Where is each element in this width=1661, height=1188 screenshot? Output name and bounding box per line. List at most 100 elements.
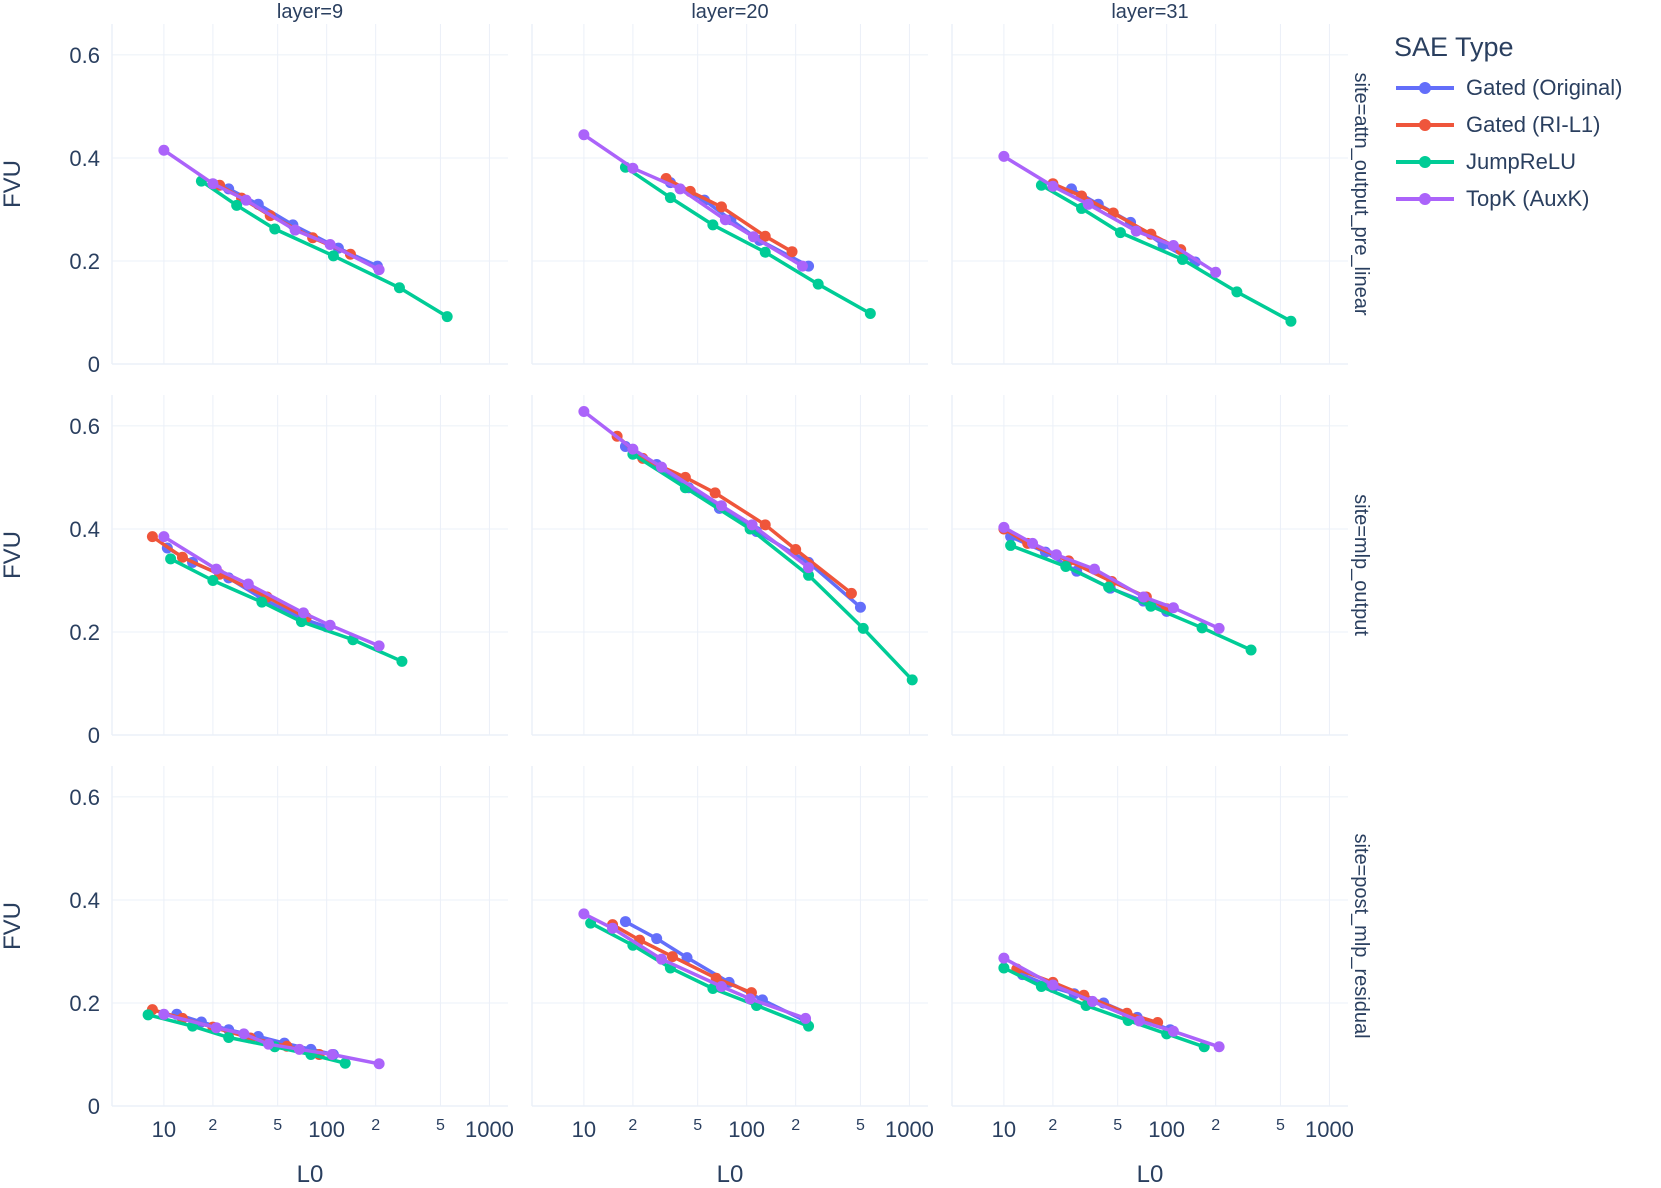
data-point-jumprelu[interactable]: [1285, 315, 1297, 327]
data-point-jumprelu[interactable]: [707, 983, 719, 995]
data-point-topk-auxk[interactable]: [803, 562, 815, 574]
data-point-jumprelu[interactable]: [857, 622, 869, 634]
data-point-topk-auxk[interactable]: [746, 519, 758, 531]
data-point-topk-auxk[interactable]: [744, 993, 756, 1005]
data-point-topk-auxk[interactable]: [289, 224, 301, 236]
data-point-topk-auxk[interactable]: [158, 144, 170, 156]
data-point-topk-auxk[interactable]: [1047, 180, 1059, 192]
data-point-topk-auxk[interactable]: [324, 238, 336, 250]
data-point-gated-ri-l1[interactable]: [759, 230, 771, 242]
data-point-topk-auxk[interactable]: [719, 214, 731, 226]
data-point-jumprelu[interactable]: [256, 596, 268, 608]
data-point-topk-auxk[interactable]: [1130, 225, 1142, 237]
data-point-gated-original[interactable]: [619, 916, 631, 928]
data-point-gated-original[interactable]: [651, 933, 663, 945]
data-point-topk-auxk[interactable]: [1050, 549, 1062, 561]
data-point-topk-auxk[interactable]: [158, 531, 170, 543]
data-point-topk-auxk[interactable]: [1213, 622, 1225, 634]
legend-item-gated-original[interactable]: Gated (Original): [1394, 69, 1623, 106]
data-point-topk-auxk[interactable]: [210, 1022, 222, 1034]
data-point-topk-auxk[interactable]: [578, 405, 590, 417]
data-point-gated-ri-l1[interactable]: [176, 551, 188, 563]
data-point-jumprelu[interactable]: [165, 553, 177, 565]
data-point-topk-auxk[interactable]: [1167, 1025, 1179, 1037]
data-point-topk-auxk[interactable]: [1210, 266, 1222, 278]
data-point-topk-auxk[interactable]: [796, 260, 808, 272]
data-point-jumprelu[interactable]: [1060, 561, 1072, 573]
data-point-jumprelu[interactable]: [1114, 227, 1126, 239]
data-point-topk-auxk[interactable]: [607, 922, 619, 934]
data-point-topk-auxk[interactable]: [578, 129, 590, 141]
data-point-topk-auxk[interactable]: [578, 908, 590, 920]
data-point-topk-auxk[interactable]: [207, 178, 219, 190]
data-point-jumprelu[interactable]: [1231, 286, 1243, 298]
data-point-topk-auxk[interactable]: [656, 953, 668, 965]
data-point-gated-ri-l1[interactable]: [790, 544, 802, 556]
data-point-jumprelu[interactable]: [1005, 539, 1017, 551]
data-point-jumprelu[interactable]: [327, 250, 339, 262]
data-point-topk-auxk[interactable]: [324, 619, 336, 631]
data-point-topk-auxk[interactable]: [998, 150, 1010, 162]
data-point-jumprelu[interactable]: [707, 219, 719, 231]
data-point-jumprelu[interactable]: [1196, 622, 1208, 634]
data-point-topk-auxk[interactable]: [1088, 563, 1100, 575]
data-point-topk-auxk[interactable]: [1082, 198, 1094, 210]
data-point-gated-ri-l1[interactable]: [146, 531, 158, 543]
data-point-topk-auxk[interactable]: [627, 162, 639, 174]
data-point-jumprelu[interactable]: [223, 1031, 235, 1043]
data-point-topk-auxk[interactable]: [373, 640, 385, 652]
data-point-jumprelu[interactable]: [142, 1009, 154, 1021]
data-point-jumprelu[interactable]: [1035, 980, 1047, 992]
data-point-gated-original[interactable]: [681, 952, 693, 964]
legend-item-gated-ri-l1[interactable]: Gated (RI-L1): [1394, 106, 1623, 143]
data-point-jumprelu[interactable]: [1103, 581, 1115, 593]
data-point-jumprelu[interactable]: [1145, 600, 1157, 612]
data-point-topk-auxk[interactable]: [800, 1012, 812, 1024]
data-point-jumprelu[interactable]: [812, 278, 824, 290]
data-point-topk-auxk[interactable]: [674, 183, 686, 195]
data-point-topk-auxk[interactable]: [1047, 979, 1059, 991]
data-point-topk-auxk[interactable]: [715, 980, 727, 992]
data-point-topk-auxk[interactable]: [627, 443, 639, 455]
data-point-jumprelu[interactable]: [906, 674, 918, 686]
data-point-jumprelu[interactable]: [231, 199, 243, 211]
data-point-jumprelu[interactable]: [998, 962, 1010, 974]
data-point-gated-ri-l1[interactable]: [759, 519, 771, 531]
data-point-gated-ri-l1[interactable]: [786, 246, 798, 258]
legend-item-jumprelu[interactable]: JumpReLU: [1394, 143, 1623, 180]
data-point-topk-auxk[interactable]: [747, 231, 759, 243]
data-point-topk-auxk[interactable]: [210, 563, 222, 575]
data-point-gated-ri-l1[interactable]: [715, 201, 727, 213]
data-point-topk-auxk[interactable]: [293, 1043, 305, 1055]
data-point-topk-auxk[interactable]: [242, 578, 254, 590]
data-point-jumprelu[interactable]: [864, 308, 876, 320]
data-point-topk-auxk[interactable]: [240, 194, 252, 206]
data-point-jumprelu[interactable]: [393, 282, 405, 294]
data-point-topk-auxk[interactable]: [297, 607, 309, 619]
data-point-jumprelu[interactable]: [664, 192, 676, 204]
data-point-topk-auxk[interactable]: [1137, 591, 1149, 603]
data-point-topk-auxk[interactable]: [1027, 537, 1039, 549]
data-point-gated-ri-l1[interactable]: [709, 487, 721, 499]
data-point-topk-auxk[interactable]: [158, 1008, 170, 1020]
data-point-topk-auxk[interactable]: [263, 1038, 275, 1050]
data-point-jumprelu[interactable]: [295, 616, 307, 628]
data-point-jumprelu[interactable]: [1176, 253, 1188, 265]
data-point-topk-auxk[interactable]: [656, 461, 668, 473]
data-point-jumprelu[interactable]: [269, 223, 281, 235]
data-point-topk-auxk[interactable]: [1167, 240, 1179, 252]
data-point-gated-original[interactable]: [854, 601, 866, 613]
data-point-topk-auxk[interactable]: [1086, 995, 1098, 1007]
data-point-jumprelu[interactable]: [207, 574, 219, 586]
data-point-jumprelu[interactable]: [441, 311, 453, 323]
data-point-topk-auxk[interactable]: [1167, 602, 1179, 614]
data-point-topk-auxk[interactable]: [373, 264, 385, 276]
data-point-topk-auxk[interactable]: [1133, 1015, 1145, 1027]
data-point-topk-auxk[interactable]: [715, 500, 727, 512]
data-point-jumprelu[interactable]: [759, 246, 771, 258]
legend-item-topk-auxk[interactable]: TopK (AuxK): [1394, 180, 1623, 217]
data-point-topk-auxk[interactable]: [1213, 1041, 1225, 1053]
data-point-gated-ri-l1[interactable]: [845, 587, 857, 599]
data-point-topk-auxk[interactable]: [373, 1058, 385, 1070]
data-point-topk-auxk[interactable]: [998, 521, 1010, 533]
